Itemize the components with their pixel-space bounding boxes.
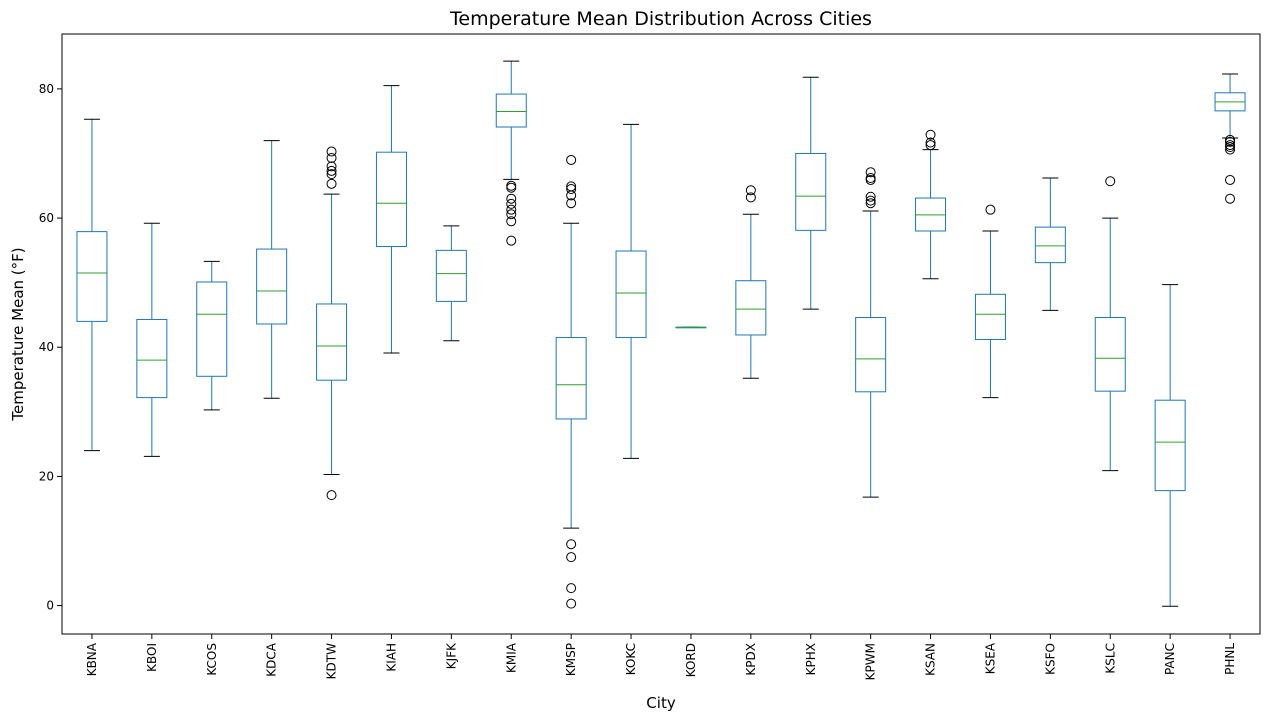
x-tick-label: KSFO — [1043, 643, 1057, 675]
x-tick-label: KMSP — [564, 643, 578, 676]
outlier-point — [566, 598, 577, 609]
outlier-point — [925, 140, 936, 151]
y-tick-label: 20 — [39, 469, 54, 483]
outlier-point — [1105, 176, 1116, 187]
outlier-point — [925, 137, 936, 148]
outlier-point — [1225, 193, 1236, 204]
box-kboi — [136, 318, 168, 399]
outlier-point — [566, 583, 577, 594]
outlier-point — [506, 216, 517, 227]
x-tick-label: KCOS — [205, 643, 219, 676]
outlier-point — [865, 191, 876, 202]
x-tick-label: KIAH — [384, 643, 398, 672]
outlier-point — [506, 235, 517, 246]
box-kbna — [76, 231, 108, 322]
box-ksea — [974, 293, 1006, 340]
outlier-point — [326, 490, 337, 501]
x-tick-label: KPHX — [804, 643, 818, 675]
y-tick-label: 80 — [39, 82, 54, 96]
box-kcos — [196, 281, 228, 377]
x-tick-label: KPWM — [864, 643, 878, 680]
outlier-point — [566, 154, 577, 165]
outlier-point — [566, 198, 577, 209]
box-kpdx — [735, 280, 767, 336]
outlier-point — [925, 129, 936, 140]
x-tick-label: KDTW — [325, 643, 339, 679]
x-tick-label: KDCA — [265, 642, 279, 676]
outlier-point — [326, 178, 337, 189]
box-kdca — [256, 248, 288, 325]
x-tick-label: KBOI — [145, 643, 159, 672]
outlier-point — [985, 204, 996, 215]
box-kslc — [1094, 317, 1126, 392]
x-tick-label: KPDX — [744, 643, 758, 676]
box-kphx — [795, 152, 827, 231]
x-tick-label: KSLC — [1103, 643, 1117, 674]
outlier-point — [1225, 174, 1236, 185]
y-tick-label: 0 — [46, 599, 54, 613]
plot-area: 0 20 40 60 80 KBNA KBOI KCOS KDCA KDTW KIAH KJFK KMI… — [39, 60, 1246, 680]
x-tick-label: KSAN — [924, 643, 938, 676]
outlier-point — [506, 182, 517, 193]
x-tick-label: PHNL — [1223, 643, 1237, 675]
x-tick-label: KORD — [684, 643, 698, 677]
box-kmia — [495, 93, 527, 128]
box-kdtw — [316, 303, 348, 381]
box-ksfo — [1034, 226, 1066, 264]
outlier-point — [566, 184, 577, 195]
y-tick-label: 40 — [39, 340, 54, 354]
outlier-point — [326, 161, 337, 172]
box-kiah — [375, 151, 407, 247]
outlier-point — [865, 195, 876, 206]
outlier-point — [745, 185, 756, 196]
x-tick-label: KBNA — [85, 642, 99, 676]
outlier-point — [506, 204, 517, 215]
outlier-point — [506, 209, 517, 220]
outlier-point — [506, 193, 517, 204]
outlier-point — [745, 192, 756, 203]
outlier-point — [566, 539, 577, 550]
x-tick-label: KMIA — [504, 642, 518, 673]
outlier-point — [566, 181, 577, 192]
box-panc — [1154, 399, 1186, 492]
x-axis-label: City — [646, 694, 676, 712]
outlier-point — [506, 198, 517, 209]
x-tick-label: KSEA — [983, 642, 997, 674]
chart-title: Temperature Mean Distribution Across Cit… — [449, 8, 872, 30]
box-kokc — [615, 250, 647, 339]
outlier-point — [326, 153, 337, 164]
outlier-point — [1225, 144, 1236, 155]
box-kmsp — [555, 337, 587, 420]
box-kpwm — [855, 317, 887, 393]
outlier-point — [1225, 140, 1236, 151]
outlier-point — [566, 552, 577, 563]
outlier-point — [865, 173, 876, 184]
x-tick-label: KOKC — [624, 643, 638, 675]
outlier-point — [865, 167, 876, 178]
x-tick-label: KJFK — [444, 642, 458, 669]
outlier-point — [326, 146, 337, 157]
outlier-point — [865, 198, 876, 209]
y-tick-label: 60 — [39, 211, 54, 225]
y-axis-label: Temperature Mean (°F) — [9, 247, 27, 421]
outlier-point — [506, 180, 517, 191]
plot-frame — [61, 33, 1261, 635]
outlier-point — [326, 169, 337, 180]
x-tick-label: PANC — [1163, 643, 1177, 675]
box-kjfk — [435, 249, 467, 302]
outlier-point — [326, 165, 337, 176]
outlier-point — [1225, 134, 1236, 145]
